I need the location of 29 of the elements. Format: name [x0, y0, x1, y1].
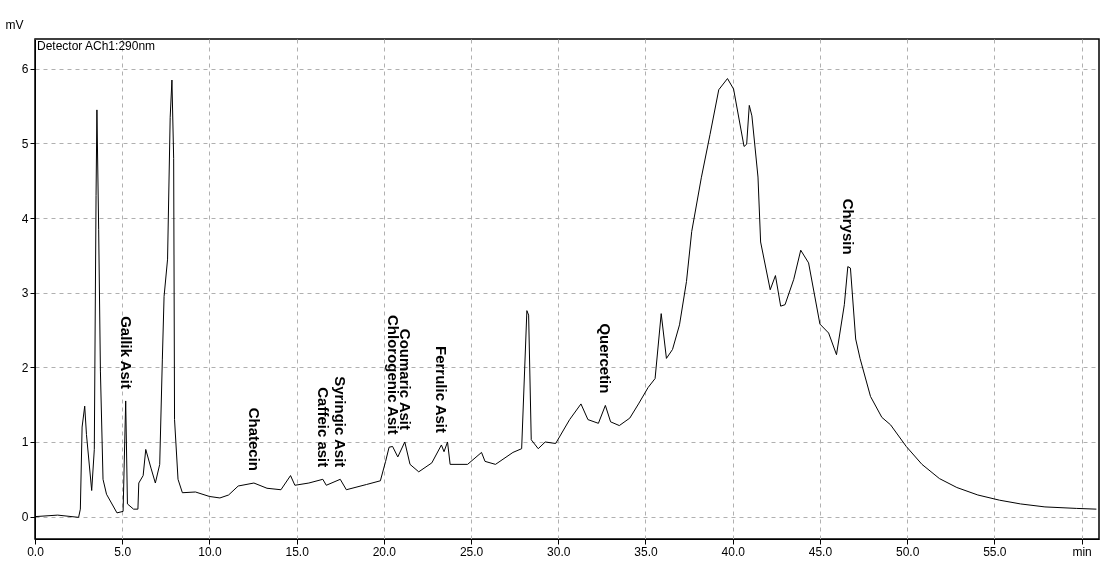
y-tick-label: 5 [21, 136, 29, 151]
annotation: Quercetin [597, 323, 615, 394]
x-tick-label: 35.0 [634, 544, 658, 559]
y-tick-label: 6 [21, 62, 29, 77]
annotation: Caffeic asit [314, 387, 332, 468]
annotation: Syringic Asit [332, 376, 350, 468]
x-tick-label: 45.0 [808, 544, 833, 559]
y-tick-label: 1 [21, 435, 29, 450]
x-tick-label: min [1072, 544, 1092, 559]
y-tick-label: 2 [21, 360, 29, 375]
x-tick-label: 5.0 [114, 544, 132, 559]
x-tick-label: 10.0 [198, 544, 222, 559]
annotation: Detector ACh1:290nm [37, 39, 156, 53]
annotation: Chrysin [839, 198, 857, 255]
x-tick-label: 0.0 [27, 544, 45, 559]
x-tick-label: 40.0 [721, 544, 746, 559]
annotation: Chatecin [245, 407, 263, 472]
x-tick-label: 25.0 [459, 544, 484, 559]
y-tick-label: 4 [21, 211, 29, 226]
annotation: Gallik Asit [117, 316, 135, 389]
x-tick-label: 30.0 [547, 544, 571, 559]
y-axis-title: mV [5, 17, 24, 32]
x-tick-label: 55.0 [983, 544, 1007, 559]
y-tick-label: 3 [21, 286, 29, 301]
y-tick-label: 0 [21, 510, 29, 525]
x-tick-label: 15.0 [285, 544, 310, 559]
x-tick-label: 50.0 [895, 544, 920, 559]
annotation: Ferrulic Asit [433, 346, 451, 433]
x-tick-label: 20.0 [372, 544, 397, 559]
